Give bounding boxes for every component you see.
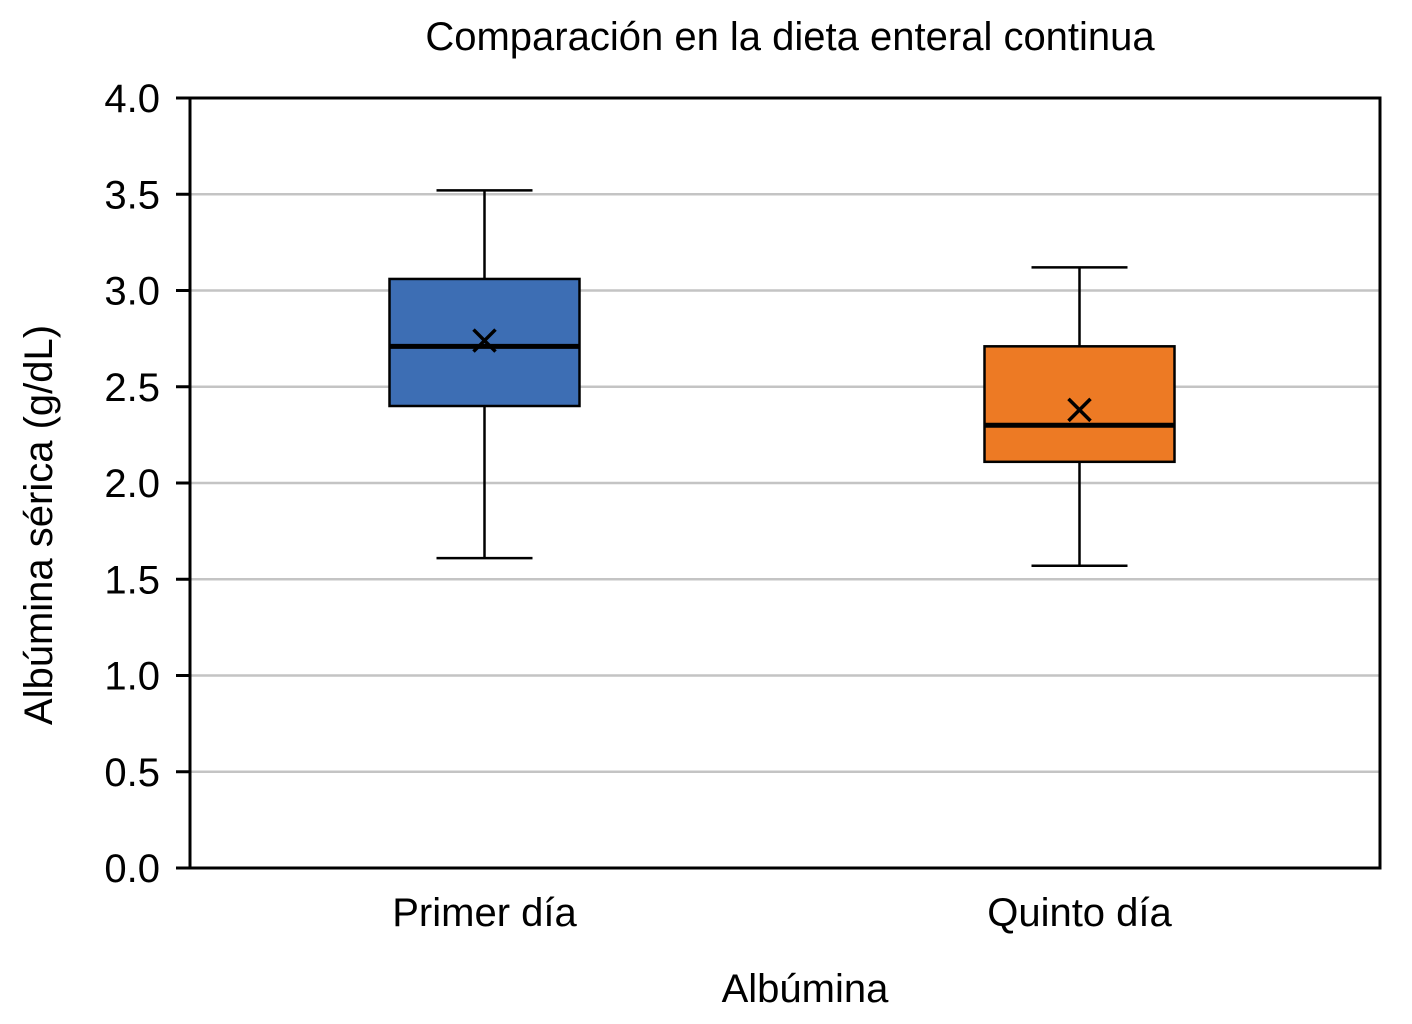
chart-title: Comparación en la dieta enteral continua: [425, 15, 1155, 59]
box-series: [388, 189, 1176, 568]
box-iqr: [983, 345, 1176, 464]
grid-lines: [190, 193, 1380, 773]
y-tick-label: 4.0: [104, 77, 160, 121]
x-axis-title: Albúmina: [722, 967, 890, 1011]
mean-marker: [1067, 397, 1092, 423]
y-axis-title: Albúmina sérica (g/dL): [17, 325, 61, 725]
y-tick-label: 0.0: [104, 847, 160, 891]
y-tick-label: 1.5: [104, 558, 160, 602]
plot-frame: [188, 96, 1382, 870]
y-tick-label: 2.5: [104, 366, 160, 410]
y-axis-ticks: 0.0 0.5 1.0 1.5 2.0 2.5 3.0 3.5 4.0: [104, 77, 190, 891]
y-tick-label: 1.0: [104, 655, 160, 699]
x-axis-categories: Primer día Quinto día: [392, 891, 1172, 935]
mean-marker: [472, 328, 497, 353]
y-tick-label: 3.5: [104, 173, 160, 217]
x-category-label: Primer día: [392, 891, 577, 935]
x-category-label: Quinto día: [987, 891, 1172, 935]
y-tick-label: 2.0: [104, 462, 160, 506]
y-tick-label: 0.5: [104, 751, 160, 795]
box-group: [983, 266, 1176, 568]
box-group: [388, 189, 581, 560]
y-tick-label: 3.0: [104, 270, 160, 314]
